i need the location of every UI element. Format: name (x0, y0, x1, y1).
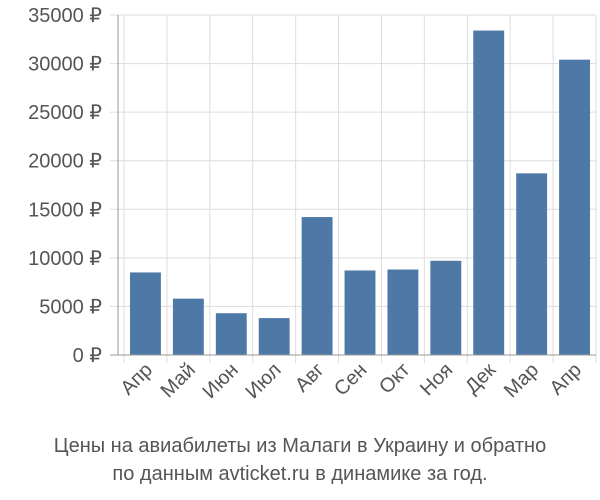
x-tick-label: Ноя (416, 359, 457, 400)
x-tick-label: Дек (461, 359, 500, 398)
bar-2 (215, 313, 247, 355)
x-tick-label: Окт (375, 359, 414, 398)
grid-lines (110, 14, 597, 363)
chart-caption-line-2: по данным avticket.ru в динамике за год. (112, 463, 488, 485)
bar-9 (516, 173, 548, 355)
x-tick-label: Сен (330, 359, 371, 400)
bar-7 (430, 260, 462, 355)
bar-4 (301, 217, 333, 355)
y-tick-label: 25000 ₽ (28, 102, 102, 124)
bar-1 (172, 298, 204, 355)
bar-8 (473, 30, 505, 356)
x-tick-label: Апр (116, 359, 157, 400)
y-tick-label: 30000 ₽ (28, 54, 102, 76)
y-tick-labels: 0 ₽ 5000 ₽ 10000 ₽ 15000 ₽ 20000 ₽ 25000 ₽ 300… (28, 5, 102, 367)
x-tick-label: Апр (546, 359, 587, 400)
y-tick-label: 0 ₽ (73, 345, 103, 367)
y-tick-label: 5000 ₽ (39, 296, 102, 318)
x-tick-label: Май (157, 359, 200, 402)
x-tick-label: Авг (291, 359, 329, 397)
x-tick-label: Мар (500, 359, 543, 402)
y-tick-label: 15000 ₽ (28, 199, 102, 221)
y-tick-label: 20000 ₽ (28, 151, 102, 173)
axes (110, 15, 596, 356)
chart-caption-line-1: Цены на авиабилеты из Малаги в Украину и… (53, 435, 547, 457)
bar-3 (258, 318, 290, 355)
x-tick-label: Июн (199, 359, 243, 403)
bar-0 (130, 272, 161, 355)
y-tick-label: 10000 ₽ (28, 248, 102, 270)
y-tick-label: 35000 ₽ (28, 5, 102, 27)
x-tick-label: Июл (241, 359, 285, 403)
bar-6 (387, 269, 419, 355)
bar-10 (559, 59, 590, 355)
bars (130, 30, 590, 356)
bar-5 (344, 270, 376, 355)
